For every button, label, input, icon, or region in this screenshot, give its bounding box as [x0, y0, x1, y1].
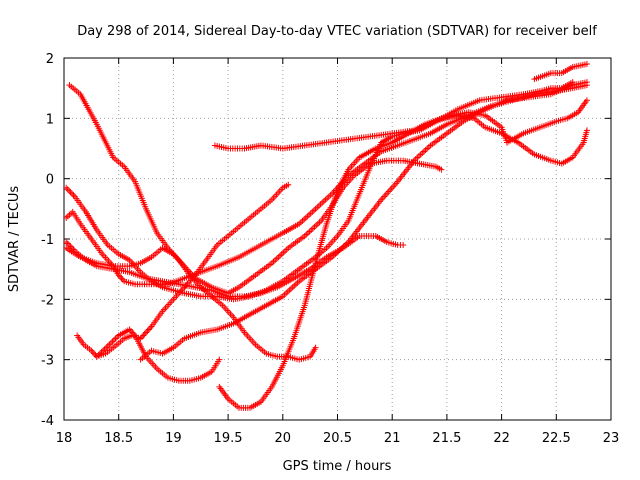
x-tick-label: 20.5: [323, 431, 352, 446]
data-point-marker: [111, 337, 118, 344]
y-tick-label: 2: [46, 52, 54, 67]
data-point-marker: [112, 335, 119, 342]
data-point-marker: [103, 344, 110, 351]
series-arc-10: [211, 79, 576, 152]
series-arc-12: [531, 61, 590, 83]
x-tick-label: 20: [275, 431, 292, 446]
data-point-marker: [67, 189, 74, 196]
data-point-marker: [145, 326, 152, 333]
data-point-marker: [66, 187, 73, 194]
x-tick-label: 23: [603, 431, 620, 446]
y-tick-label: -3: [41, 354, 54, 369]
series-arc-7: [137, 79, 590, 363]
y-tick-label: -2: [41, 293, 54, 308]
data-point-marker: [66, 242, 73, 249]
data-point-marker: [128, 328, 135, 335]
x-tick-label: 19: [165, 431, 182, 446]
x-tick-label: 22: [493, 431, 510, 446]
data-point-marker: [143, 329, 150, 336]
data-point-marker: [64, 240, 71, 247]
data-point-marker: [109, 338, 116, 345]
data-point-marker: [89, 349, 96, 356]
data-point-marker: [583, 97, 590, 104]
data-point-marker: [583, 127, 590, 134]
data-point-marker: [583, 79, 590, 86]
y-tick-label: -4: [41, 414, 54, 429]
data-point-marker: [95, 352, 102, 359]
x-tick-label: 18.5: [104, 431, 133, 446]
series-arc-8: [93, 326, 223, 384]
data-series: [63, 61, 590, 411]
x-tick-label: 22.5: [542, 431, 571, 446]
grid-lines: [64, 58, 611, 420]
y-axis-label: SDTVAR / TECUs: [7, 186, 22, 293]
y-tick-label: 1: [46, 112, 54, 127]
y-tick-label: -1: [41, 233, 54, 248]
data-point-marker: [569, 79, 576, 86]
series-arc-1: [66, 82, 319, 363]
x-tick-label: 19.5: [214, 431, 243, 446]
chart-title: Day 298 of 2014, Sidereal Day-to-day VTE…: [77, 24, 597, 39]
data-point-marker: [285, 181, 292, 188]
x-axis-label: GPS time / hours: [283, 459, 392, 474]
axis-ticks: [63, 57, 612, 421]
data-point-marker: [101, 346, 108, 353]
y-tick-labels: -4 -3 -2 -1 0 1 2: [41, 52, 54, 429]
data-point-marker: [144, 328, 151, 335]
data-point-marker: [141, 331, 148, 338]
data-point-marker: [583, 61, 590, 68]
y-tick-label: 0: [46, 173, 54, 188]
data-point-marker: [70, 192, 77, 199]
data-point-marker: [64, 186, 71, 193]
data-point-marker: [400, 242, 407, 249]
x-tick-label: 18: [56, 431, 73, 446]
x-tick-label: 21: [384, 431, 401, 446]
x-tick-labels: 18 18.5 19 19.5 20 20.5 21 21.5 22 22.5 23: [56, 431, 620, 446]
series-arc-11: [504, 97, 590, 146]
data-point-marker: [69, 190, 76, 197]
data-point-marker: [312, 344, 319, 351]
data-point-marker: [118, 275, 125, 282]
data-point-marker: [147, 324, 154, 331]
data-point-marker: [438, 166, 445, 173]
data-point-marker: [216, 356, 223, 363]
x-tick-label: 21.5: [432, 431, 461, 446]
